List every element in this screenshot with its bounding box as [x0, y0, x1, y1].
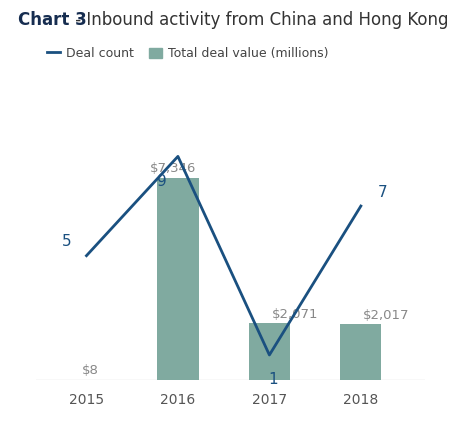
Text: 7: 7	[377, 185, 386, 200]
Text: $8: $8	[82, 364, 99, 377]
Text: - Inbound activity from China and Hong Kong: - Inbound activity from China and Hong K…	[70, 11, 447, 29]
Bar	[157, 178, 198, 380]
Text: Chart 3: Chart 3	[18, 11, 87, 29]
Text: 1: 1	[267, 372, 277, 387]
Text: 5: 5	[61, 235, 71, 249]
Text: $2,071: $2,071	[271, 308, 318, 321]
Bar	[248, 323, 290, 380]
Bar	[340, 324, 381, 380]
Text: $7,346: $7,346	[150, 162, 196, 176]
Legend: Deal count, Total deal value (millions): Deal count, Total deal value (millions)	[42, 42, 332, 65]
Text: 9: 9	[156, 174, 166, 189]
Text: $2,017: $2,017	[363, 309, 409, 322]
